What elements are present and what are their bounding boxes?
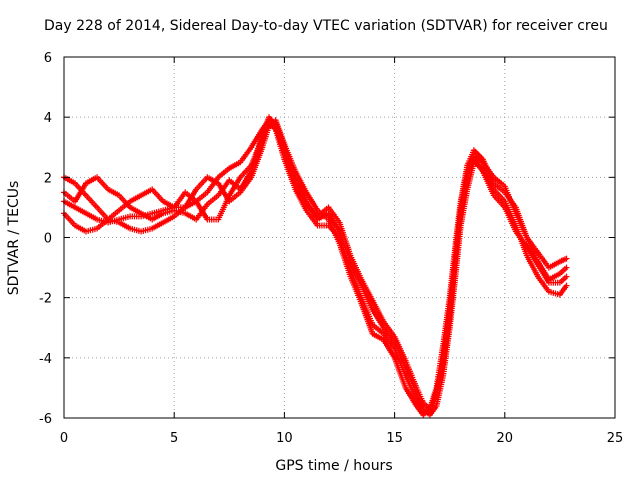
chart-title: Day 228 of 2014, Sidereal Day-to-day VTE… [44, 18, 608, 34]
series-track-b [61, 120, 570, 415]
series-track-d [61, 114, 570, 412]
x-tick-label: 5 [170, 431, 178, 446]
x-tick-label: 10 [276, 431, 293, 446]
x-tick-label: 25 [607, 431, 624, 446]
plus-markers [61, 120, 570, 415]
plus-markers [61, 117, 570, 418]
plus-markers [61, 114, 570, 412]
y-tick-label: -6 [39, 412, 52, 427]
y-tick-label: 2 [44, 171, 52, 186]
y-axis-label: SDTVAR / TECUs [6, 181, 22, 296]
y-tick-label: 6 [44, 51, 52, 66]
y-tick-label: -4 [39, 352, 52, 367]
x-tick-label: 20 [497, 431, 514, 446]
series-track-c [61, 117, 570, 418]
y-tick-label: 0 [44, 232, 52, 247]
x-tick-label: 15 [386, 431, 403, 446]
data-marks [61, 114, 570, 418]
grid-lines [64, 57, 615, 418]
axis-ticks [63, 56, 616, 419]
x-tick-label: 0 [60, 431, 68, 446]
y-tick-label: 4 [44, 111, 52, 126]
x-axis-label: GPS time / hours [275, 458, 392, 474]
plus-markers [61, 117, 570, 418]
y-tick-label: -2 [39, 292, 52, 307]
axis-tick-labels: 0 5 10 15 20 25 -6 -4 -2 0 2 4 6 [39, 51, 623, 446]
series-track-a [61, 117, 570, 418]
